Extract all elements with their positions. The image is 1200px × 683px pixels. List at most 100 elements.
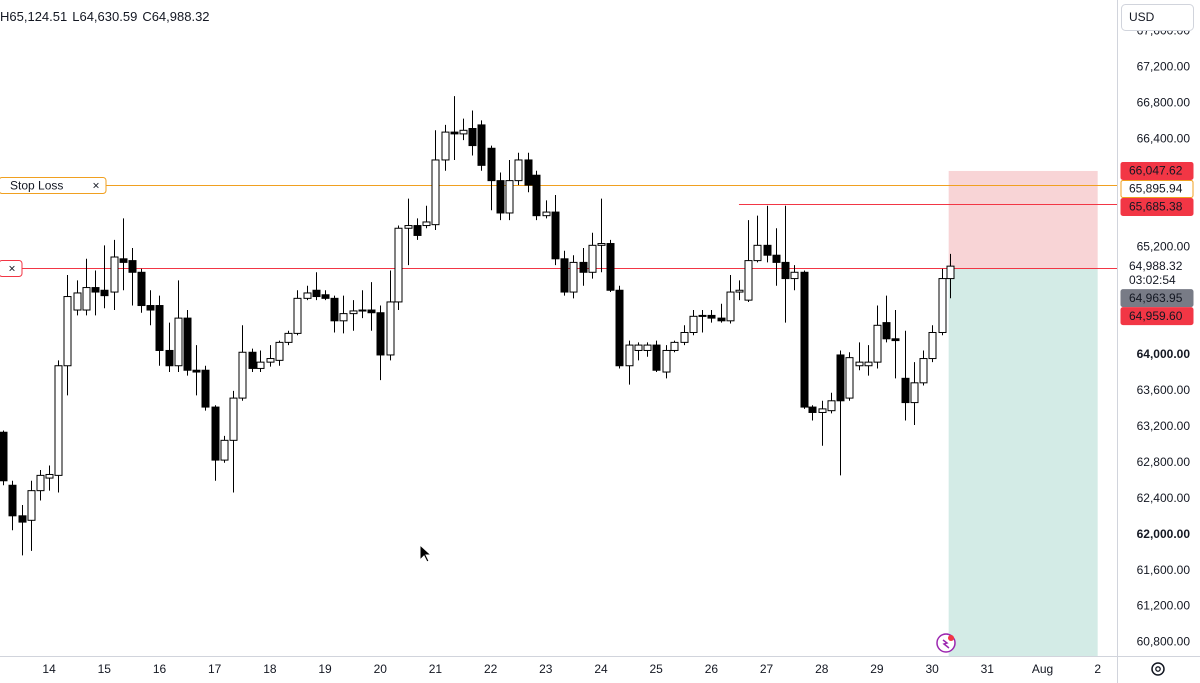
- candle-body: [386, 301, 395, 356]
- price-label: 64,988.32: [1129, 259, 1183, 273]
- candle-body: [524, 159, 533, 186]
- candle-body: [901, 377, 910, 404]
- x-tick-label: 30: [925, 662, 939, 676]
- candle-body: [855, 361, 864, 367]
- line-close[interactable]: ×: [8, 262, 15, 276]
- line-label: Stop Loss: [10, 179, 63, 193]
- y-tick-label: 60,800.00: [1137, 635, 1191, 649]
- x-tick-label: 20: [374, 662, 388, 676]
- candle-body: [441, 131, 450, 161]
- assistant-icon[interactable]: [936, 633, 956, 653]
- x-tick-label: 21: [429, 662, 443, 676]
- y-tick-label: 65,200.00: [1137, 239, 1191, 253]
- candle-body: [938, 278, 947, 333]
- candle-body: [45, 473, 54, 479]
- y-tick-label: 63,600.00: [1137, 383, 1191, 397]
- candle-body: [0, 431, 8, 482]
- candle-body: [532, 174, 541, 217]
- ohlc-legend: H65,124.51 L64,630.59 C64,988.32: [0, 9, 215, 24]
- candle-body: [358, 309, 367, 312]
- candle-body: [91, 287, 100, 293]
- candle-body: [662, 349, 671, 373]
- line-close[interactable]: ×: [92, 179, 99, 193]
- position-risk: [948, 170, 1098, 269]
- x-tick-label: 31: [981, 662, 995, 676]
- candle-body: [781, 261, 790, 280]
- candle-body: [468, 128, 477, 147]
- x-tick-label: 28: [815, 662, 829, 676]
- currency[interactable]: USD: [1129, 10, 1155, 24]
- candle-body: [100, 289, 109, 297]
- price-label: 64,959.60: [1129, 309, 1183, 323]
- price-label-box: [1120, 289, 1194, 308]
- x-tick-label: 13: [0, 662, 1, 676]
- candle-body: [606, 243, 615, 291]
- candle-body: [753, 244, 762, 262]
- candle-body: [413, 225, 422, 236]
- candle-body: [146, 305, 155, 311]
- y-tick-label: 67,200.00: [1137, 60, 1191, 74]
- y-tick-label: 62,800.00: [1137, 455, 1191, 469]
- candle-body: [643, 344, 652, 351]
- candle-body: [790, 271, 799, 280]
- candle-body: [551, 211, 560, 260]
- candle-body: [284, 332, 293, 343]
- candle-body: [339, 313, 348, 322]
- candle-body: [717, 317, 726, 322]
- candle-body: [349, 310, 358, 315]
- legend-close: C64,988.32: [142, 9, 210, 24]
- x-tick-label: 18: [263, 662, 277, 676]
- candle-body: [229, 397, 238, 441]
- candle-body: [183, 317, 192, 371]
- position-reward: [948, 268, 1098, 656]
- y-tick-label: 61,600.00: [1137, 563, 1191, 577]
- candle-body: [376, 312, 385, 356]
- x-tick-label: 27: [760, 662, 774, 676]
- x-tick-label: 14: [42, 662, 56, 676]
- candle-body: [293, 297, 302, 334]
- candle-body: [110, 256, 119, 293]
- x-tick-label: 23: [539, 662, 553, 676]
- line-label-box: [0, 177, 107, 194]
- candle-body: [910, 382, 919, 404]
- settings-icon[interactable]: [1151, 662, 1165, 676]
- candle-body: [864, 361, 873, 367]
- x-tick-label: 2: [1094, 662, 1101, 676]
- candle-body: [477, 124, 486, 166]
- candle-body: [266, 358, 275, 363]
- x-tick-label: 15: [98, 662, 112, 676]
- candle-body: [487, 147, 496, 182]
- candle-body: [946, 265, 955, 280]
- candle-body: [615, 289, 624, 367]
- price-labels: 66,047.62 65,895.94 65,685.38 64,988.3203:0…: [1120, 161, 1194, 326]
- x-tick-label: 17: [208, 662, 222, 676]
- currency-button[interactable]: [1121, 4, 1194, 31]
- x-tick-label: 19: [318, 662, 332, 676]
- candle-body: [18, 515, 27, 523]
- candle-body: [579, 261, 588, 273]
- candle-body: [73, 292, 82, 311]
- candle-body: [735, 289, 744, 293]
- candle-body: [873, 324, 882, 363]
- price-label: 65,895.94: [1129, 182, 1183, 196]
- candle-body: [569, 261, 578, 293]
- candle-body: [155, 305, 164, 351]
- candle-body: [36, 474, 45, 492]
- candle-body: [634, 344, 643, 351]
- x-tick-label: 24: [594, 662, 608, 676]
- y-tick-label: 63,200.00: [1137, 419, 1191, 433]
- mouse-cursor: [419, 543, 433, 563]
- candle-body: [394, 227, 403, 303]
- plot-area: Stop Loss × ×: [0, 96, 1117, 656]
- axes: 60,800.00 61,200.00 61,600.00 62,000.00 62,4…: [0, 24, 1190, 677]
- candle-body: [54, 365, 63, 476]
- candle-body: [597, 243, 606, 246]
- candle-body: [928, 331, 937, 360]
- x-tick-label: 26: [705, 662, 719, 676]
- price-label-box: [1120, 179, 1194, 198]
- candle-body: [27, 490, 36, 521]
- x-tick-label: Aug: [1032, 662, 1053, 676]
